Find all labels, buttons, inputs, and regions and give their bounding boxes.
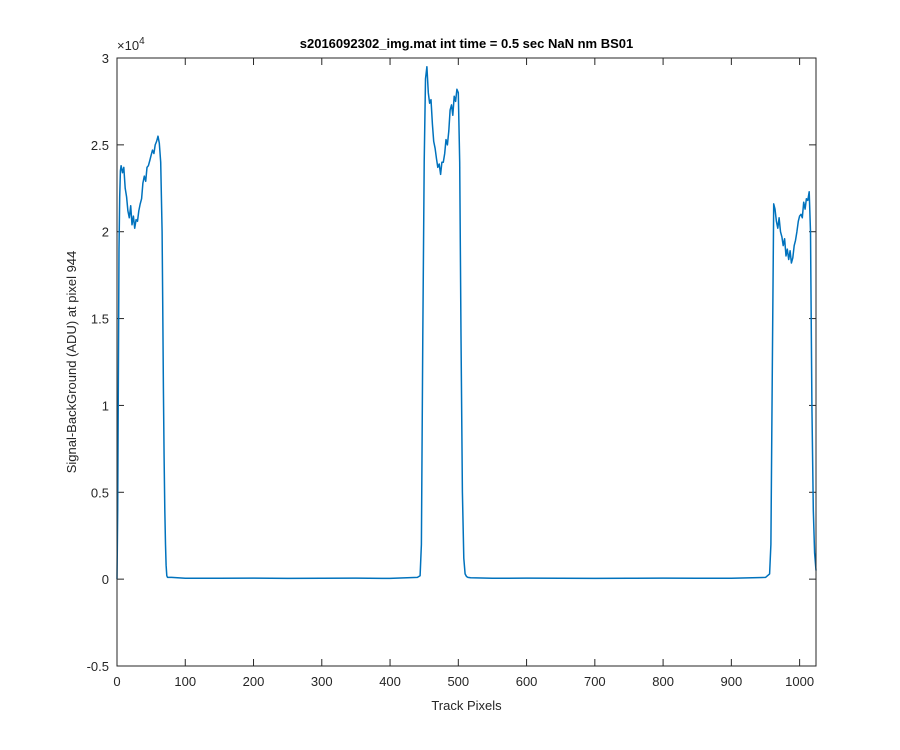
x-tick-label: 0 [113, 674, 120, 689]
y-axis-exponent: ×104 [117, 36, 145, 53]
x-tick-label: 1000 [785, 674, 814, 689]
y-tick-label: 0 [102, 572, 109, 587]
y-tick-label: 1 [102, 398, 109, 413]
y-tick-label: 2 [102, 225, 109, 240]
x-tick-label: 900 [721, 674, 743, 689]
y-axis-exponent-power: 4 [139, 36, 145, 47]
x-tick-label: 100 [174, 674, 196, 689]
series-line [116, 65, 817, 580]
y-tick-label: 3 [102, 51, 109, 66]
x-tick-label: 200 [243, 674, 265, 689]
y-tick-label: 1.5 [91, 312, 109, 327]
y-tick-label: -0.5 [87, 659, 109, 674]
y-axis-exponent-base: ×10 [117, 38, 139, 53]
x-tick-label: 600 [516, 674, 538, 689]
y-axis-ticks: -0.5 0 0.5 1 1.5 2 2.5 3 [87, 51, 816, 674]
x-tick-label: 500 [447, 674, 469, 689]
y-tick-label: 2.5 [91, 138, 109, 153]
y-axis-label: Signal-BackGround (ADU) at pixel 944 [64, 251, 79, 474]
plot-frame [116, 57, 817, 667]
chart-title: s2016092302_img.mat int time = 0.5 sec N… [300, 36, 634, 51]
x-axis-ticks: 0 100 200 300 400 500 600 700 800 900 1000 [113, 58, 814, 689]
x-tick-label: 700 [584, 674, 606, 689]
x-axis-label: Track Pixels [431, 698, 502, 713]
x-tick-label: 300 [311, 674, 333, 689]
x-tick-label: 400 [379, 674, 401, 689]
plot-area [117, 58, 816, 666]
y-tick-label: 0.5 [91, 485, 109, 500]
x-tick-label: 800 [652, 674, 674, 689]
